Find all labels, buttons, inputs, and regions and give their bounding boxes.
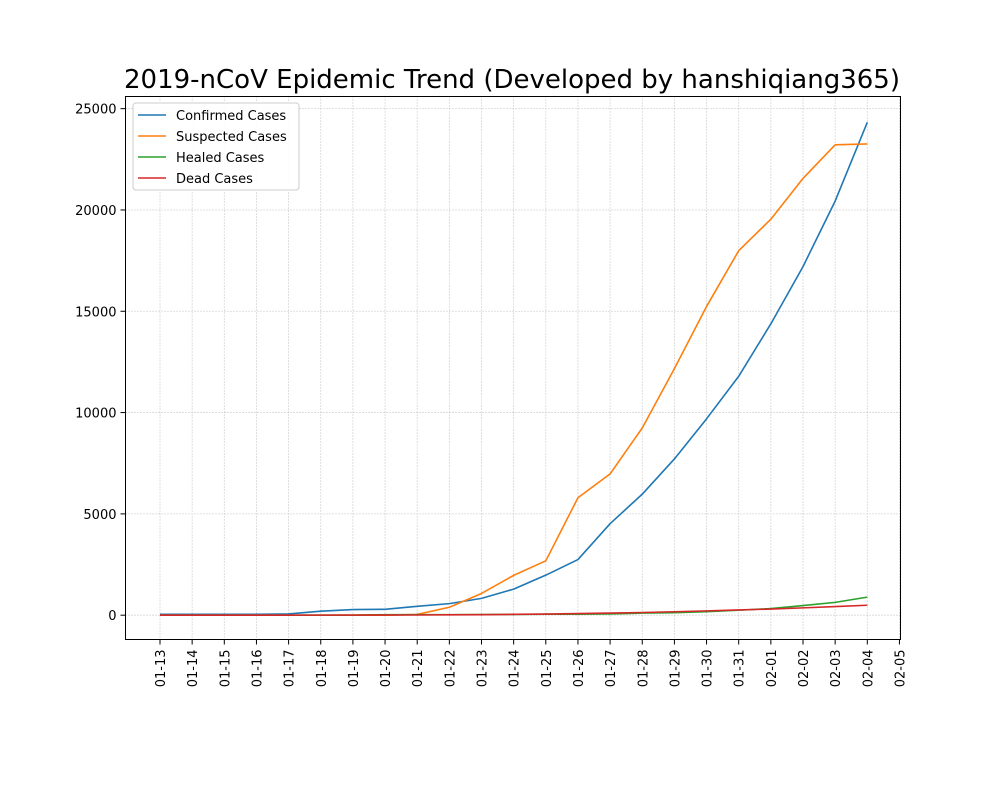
x-tick-label: 01-14 [186, 650, 201, 688]
series-line-dead-cases [160, 604, 868, 616]
plot-frame [125, 96, 901, 640]
y-tick-label: 5000 [83, 508, 116, 523]
x-tick-label: 01-28 [636, 650, 651, 688]
chart-title: 2019-nCoV Epidemic Trend (Developed by h… [124, 65, 900, 95]
x-tick-label: 02-02 [797, 650, 812, 688]
y-tick-label: 25000 [75, 103, 116, 118]
x-tick-label: 01-19 [347, 650, 362, 688]
x-tick-label: 01-24 [508, 650, 523, 688]
axes: 01-13 01-14 01-15 01-16 01-17 01-18 01-19 01-20… [75, 103, 908, 688]
x-tick-label: 01-16 [250, 650, 265, 688]
x-tick-label: 01-15 [218, 650, 233, 688]
y-tick-label: 10000 [75, 407, 116, 422]
x-tick-label: 01-30 [701, 650, 716, 688]
x-tick-label: 01-18 [315, 650, 330, 688]
y-tick-label: 15000 [75, 305, 116, 320]
legend-box [132, 102, 300, 191]
x-tick-label: 01-23 [476, 650, 491, 688]
x-tick-label: 01-31 [733, 650, 748, 688]
x-tick-label: 01-27 [604, 650, 619, 688]
legend-label: Suspected Cases [176, 130, 287, 145]
x-tick-label: 02-04 [861, 650, 876, 688]
x-tick-label: 01-17 [283, 650, 298, 688]
x-tick-label: 01-22 [443, 650, 458, 688]
x-tick-label: 01-29 [668, 650, 683, 688]
legend-label: Confirmed Cases [176, 109, 286, 124]
x-tick-label: 02-05 [893, 650, 908, 688]
x-tick-label: 02-01 [765, 650, 780, 688]
y-tick-label: 0 [108, 609, 116, 624]
x-tick-label: 02-03 [829, 650, 844, 688]
y-tick-label: 20000 [75, 204, 116, 219]
legend-label: Dead Cases [176, 172, 253, 187]
x-tick-label: 01-20 [379, 650, 394, 688]
x-tick-label: 01-26 [572, 650, 587, 688]
x-tick-label: 01-13 [154, 650, 169, 688]
series-lines [160, 122, 869, 616]
x-tick-label: 01-21 [411, 650, 426, 688]
legend-label: Healed Cases [176, 151, 265, 166]
x-tick-label: 01-25 [540, 650, 555, 688]
series-line-confirmed-cases [160, 122, 869, 616]
legend: Confirmed Cases Suspected Cases Healed Cas… [132, 102, 300, 191]
